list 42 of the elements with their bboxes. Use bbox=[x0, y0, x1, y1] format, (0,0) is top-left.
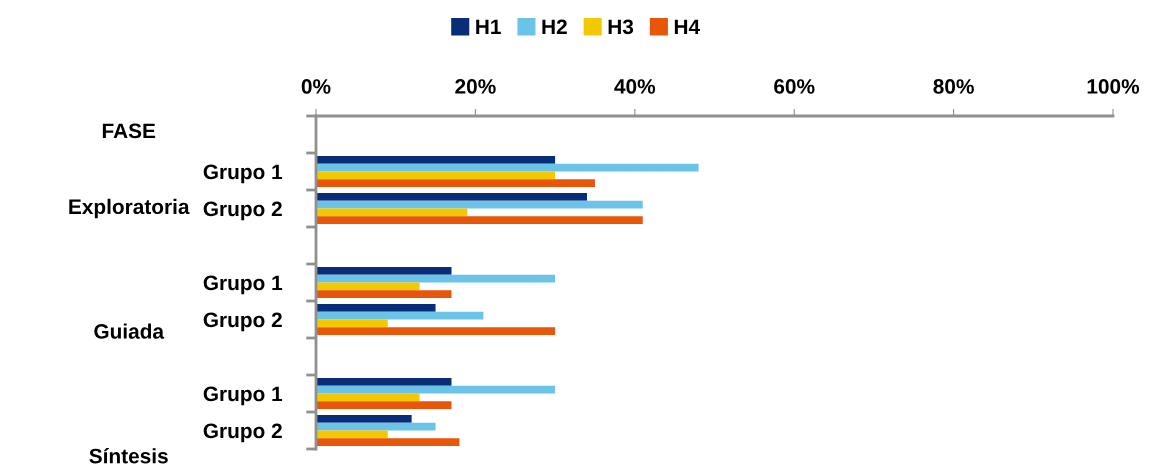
legend-label: H2 bbox=[542, 19, 567, 34]
bar bbox=[316, 422, 436, 431]
bar bbox=[316, 438, 460, 447]
bar bbox=[316, 171, 556, 180]
y-tick-label: Grupo 1 bbox=[203, 275, 283, 295]
y-tick-label: Grupo 2 bbox=[203, 201, 282, 221]
bar bbox=[316, 192, 587, 201]
y-tick-label: Grupo 2 bbox=[203, 423, 282, 443]
bar bbox=[316, 377, 452, 386]
bar bbox=[316, 290, 452, 299]
x-tick-label: 80% bbox=[933, 79, 974, 94]
bar bbox=[316, 393, 420, 402]
bar bbox=[316, 303, 436, 312]
text: Exploratoria bbox=[69, 198, 190, 219]
x-tick-label: 0% bbox=[301, 79, 331, 94]
bar bbox=[316, 200, 643, 209]
x-tick-label: 40% bbox=[614, 79, 656, 94]
bar bbox=[316, 155, 556, 164]
x-tick-label: 20% bbox=[455, 79, 496, 94]
bar bbox=[316, 274, 556, 283]
bar bbox=[316, 216, 643, 225]
y-axis-title: FASE bbox=[102, 123, 156, 139]
bar bbox=[316, 266, 452, 275]
bar bbox=[316, 430, 388, 439]
text: Guiada bbox=[94, 323, 165, 339]
legend-label: H3 bbox=[608, 19, 634, 35]
bar bbox=[316, 319, 388, 328]
legend-label: H4 bbox=[674, 19, 700, 34]
x-tick-label: 60% bbox=[774, 79, 815, 94]
bar bbox=[316, 385, 556, 394]
bar bbox=[316, 179, 595, 188]
y-tick-label: Grupo 2 bbox=[203, 312, 282, 332]
bar bbox=[316, 414, 412, 423]
bar bbox=[316, 163, 699, 172]
bar bbox=[316, 401, 452, 410]
legend-label: H1 bbox=[476, 19, 501, 34]
bar bbox=[316, 327, 556, 336]
y-tick-label: Grupo 1 bbox=[203, 386, 283, 406]
bar bbox=[316, 282, 420, 291]
text: Síntesis bbox=[89, 447, 168, 464]
y-tick-label: Grupo 1 bbox=[203, 164, 283, 184]
x-tick-label: 100% bbox=[1087, 79, 1140, 94]
